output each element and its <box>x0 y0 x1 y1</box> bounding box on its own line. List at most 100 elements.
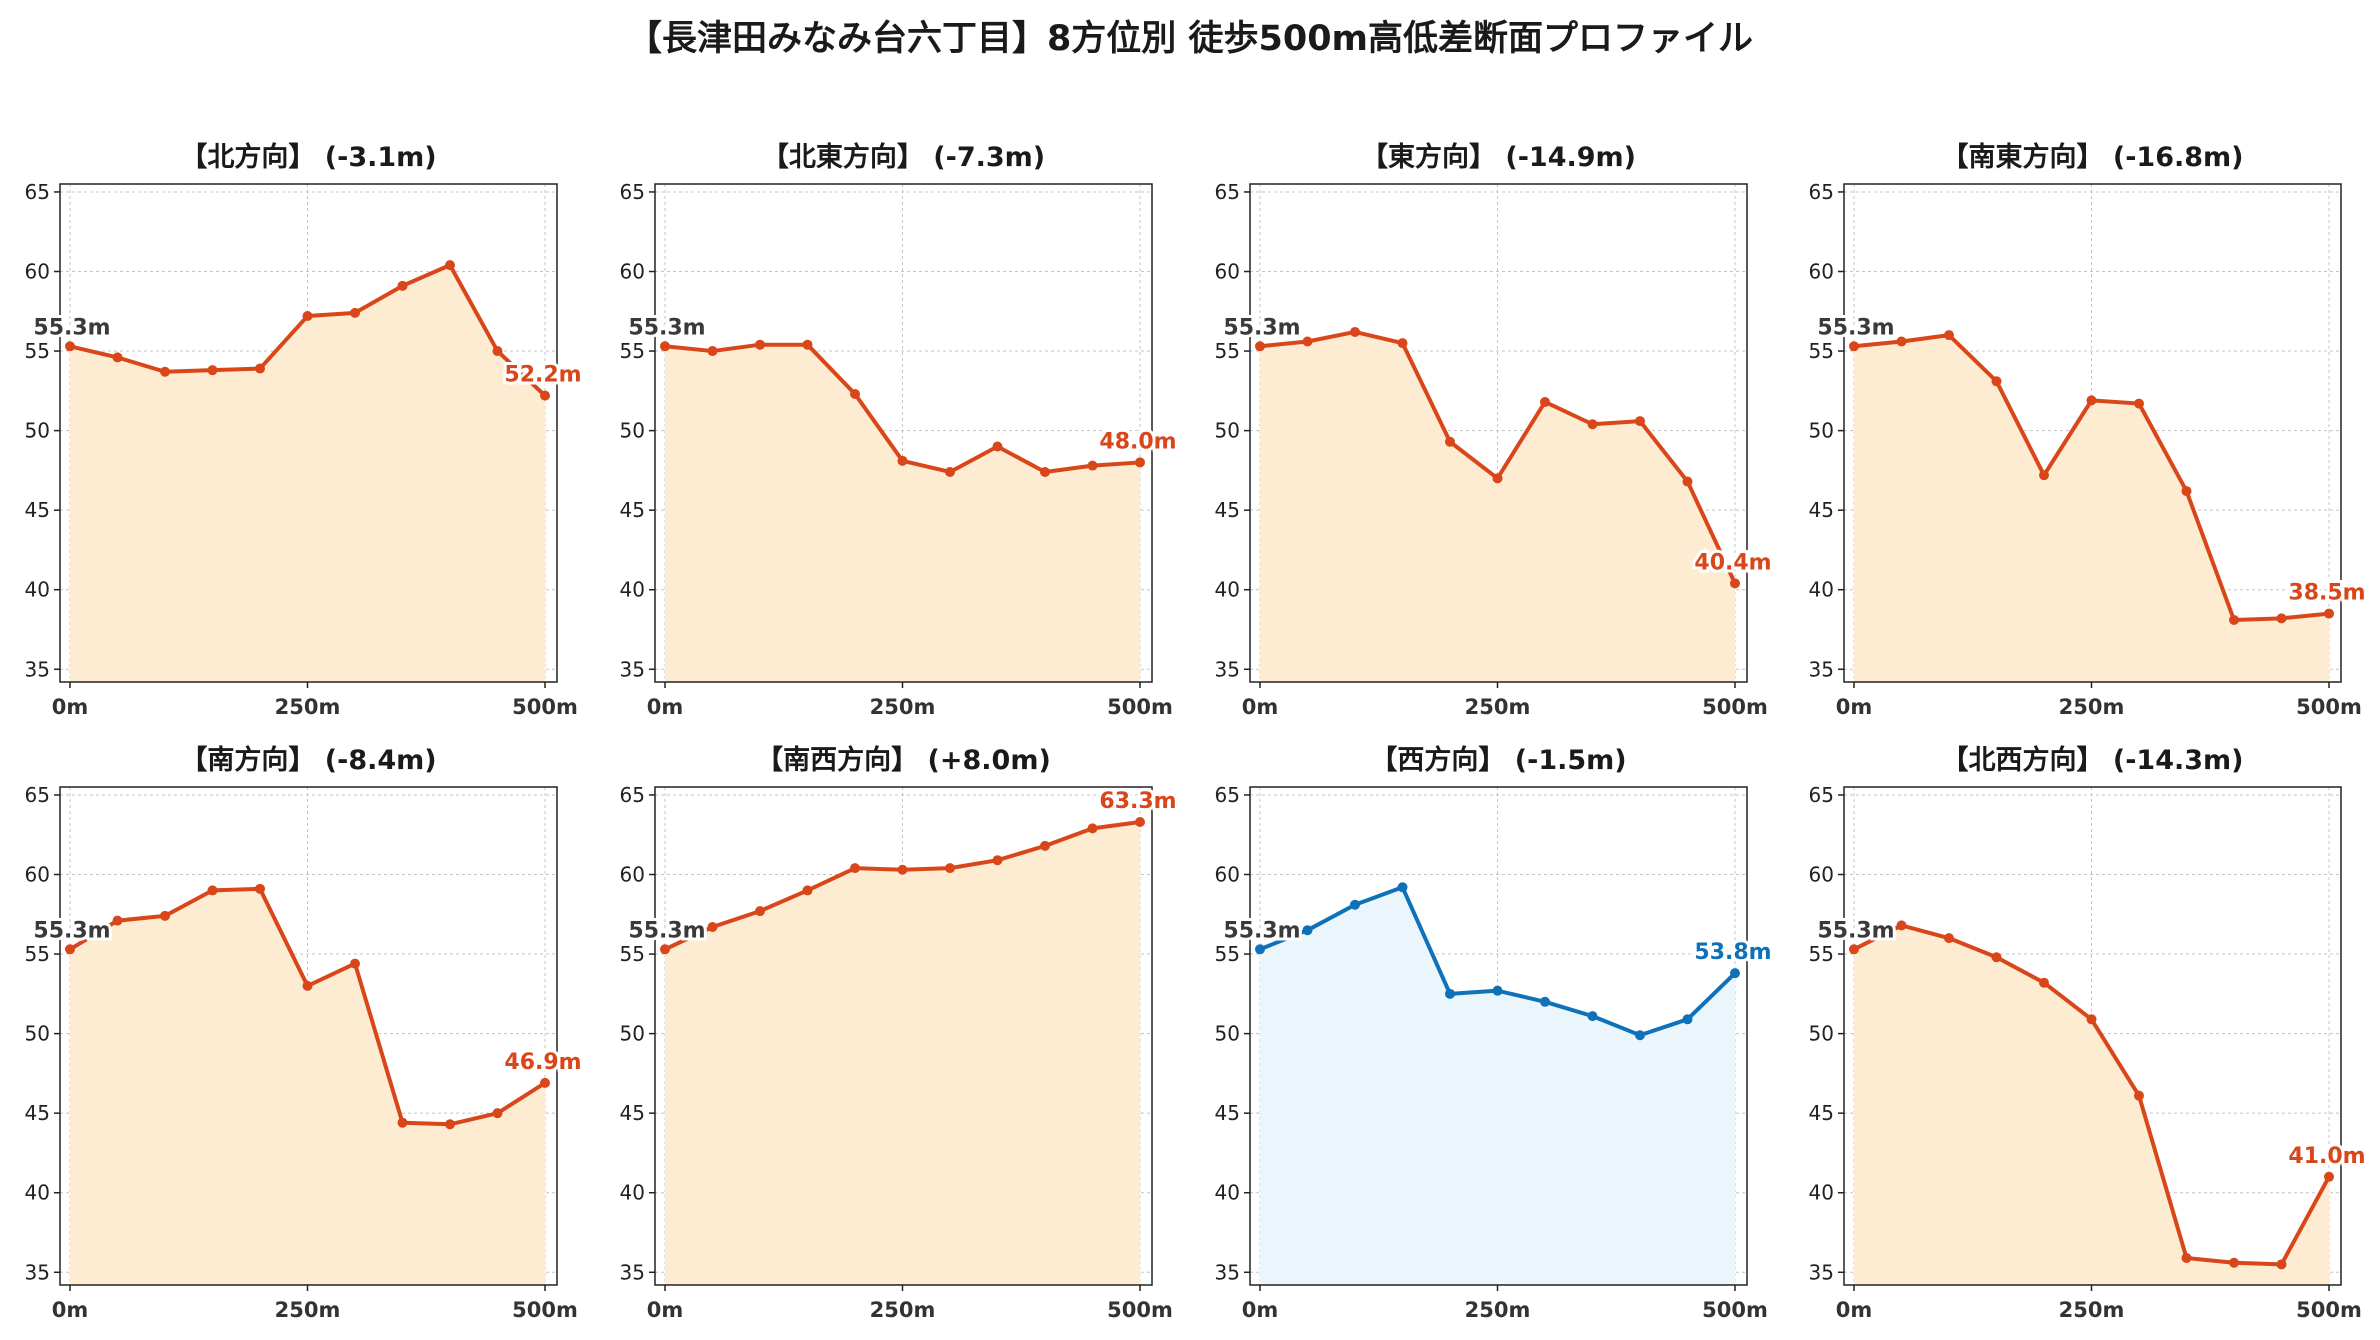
data-point <box>1302 925 1313 936</box>
end-elevation-label: 38.5m <box>2288 581 2365 606</box>
data-point <box>1445 988 1455 999</box>
y-tick-label: 45 <box>620 1101 645 1125</box>
data-point <box>2276 1259 2287 1270</box>
data-point <box>1944 330 1954 341</box>
data-point <box>2181 1252 2192 1263</box>
y-tick-label: 65 <box>1215 783 1240 807</box>
y-tick-label: 45 <box>1215 498 1240 522</box>
y-tick-label: 65 <box>25 783 50 807</box>
data-point <box>1896 920 1907 931</box>
y-tick-label: 60 <box>25 863 50 887</box>
x-tick-label: 500m <box>1107 695 1173 719</box>
axes-frame <box>1843 183 2342 683</box>
data-point <box>755 906 765 917</box>
data-point <box>992 441 1003 452</box>
chart-title: 【南西方向】 (+8.0m) <box>756 744 1051 776</box>
y-tick-label: 45 <box>25 498 50 522</box>
end-elevation-label: 46.9m <box>504 1050 581 1075</box>
x-tick-label: 250m <box>1465 1298 1531 1322</box>
y-tick-label: 40 <box>1809 578 1834 602</box>
y-tick-label: 60 <box>620 260 645 284</box>
x-tick-label: 0m <box>52 1298 89 1322</box>
data-point <box>1492 985 1503 996</box>
chart-panel: 【北東方向】 (-7.3m) 35 40 45 50 55 60 65 0m 250m 500m 55… <box>620 141 1180 719</box>
data-point <box>112 352 123 363</box>
x-tick-label: 500m <box>1702 1298 1768 1322</box>
y-tick-label: 50 <box>25 1022 50 1046</box>
data-point <box>1350 899 1360 910</box>
data-point <box>1492 473 1503 484</box>
x-tick-label: 0m <box>1242 695 1279 719</box>
chart-title: 【南東方向】 (-16.8m) <box>1941 141 2243 173</box>
data-point <box>802 885 813 896</box>
y-tick-label: 65 <box>1809 180 1834 204</box>
data-point <box>1991 952 2002 963</box>
data-point <box>1682 476 1693 487</box>
elevation-area <box>665 344 1140 682</box>
data-point <box>1445 436 1455 447</box>
data-point <box>397 1117 408 1128</box>
y-tick-label: 35 <box>620 657 645 681</box>
data-point <box>1540 996 1550 1007</box>
data-point <box>2086 395 2097 406</box>
data-point <box>707 922 718 933</box>
chart-panel: 【南東方向】 (-16.8m) 35 40 45 50 55 60 65 0m 250m 500m 5… <box>1809 141 2369 719</box>
data-point <box>1397 882 1408 893</box>
y-tick-label: 50 <box>25 419 50 443</box>
axes-frame <box>1843 786 2342 1286</box>
data-point <box>207 885 218 896</box>
data-point <box>160 910 170 921</box>
chart-panel: 【北方向】 (-3.1m) 35 40 45 50 55 60 65 0m 250m 500m 55.… <box>25 141 585 719</box>
data-point <box>1896 336 1907 347</box>
x-tick-label: 250m <box>870 1298 936 1322</box>
x-tick-label: 500m <box>2296 1298 2362 1322</box>
y-tick-label: 50 <box>1215 419 1240 443</box>
data-point <box>2134 398 2144 409</box>
y-tick-label: 40 <box>620 1181 645 1205</box>
start-elevation-label: 55.3m <box>1223 315 1300 340</box>
y-tick-label: 55 <box>620 942 645 966</box>
x-tick-label: 250m <box>2059 1298 2125 1322</box>
end-elevation-label: 53.8m <box>1694 940 1771 965</box>
y-tick-label: 55 <box>1215 942 1240 966</box>
data-point <box>2324 1171 2334 1182</box>
data-point <box>1350 326 1360 337</box>
data-point <box>445 260 455 271</box>
x-tick-label: 0m <box>52 695 89 719</box>
y-tick-label: 40 <box>1215 1181 1240 1205</box>
data-point <box>1730 968 1740 979</box>
data-point <box>255 363 265 374</box>
data-point <box>897 864 908 875</box>
x-tick-label: 0m <box>1242 1298 1279 1322</box>
y-tick-label: 35 <box>1809 657 1834 681</box>
data-point <box>945 863 955 874</box>
y-tick-label: 65 <box>1809 783 1834 807</box>
x-tick-label: 0m <box>1836 1298 1873 1322</box>
start-elevation-label: 55.3m <box>33 918 110 943</box>
y-tick-label: 65 <box>620 180 645 204</box>
data-point <box>540 390 550 401</box>
chart-title: 【北西方向】 (-14.3m) <box>1941 744 2243 776</box>
y-tick-label: 45 <box>25 1101 50 1125</box>
y-tick-label: 45 <box>1809 1101 1834 1125</box>
axes-frame <box>59 183 558 683</box>
data-point <box>2229 1257 2239 1268</box>
y-tick-label: 45 <box>620 498 645 522</box>
axes-frame <box>654 183 1153 683</box>
y-tick-label: 60 <box>620 863 645 887</box>
data-point <box>707 346 718 357</box>
data-point <box>992 855 1003 866</box>
y-tick-label: 40 <box>1215 578 1240 602</box>
chart-title: 【北方向】 (-3.1m) <box>180 141 436 173</box>
data-point <box>1991 376 2002 387</box>
chart-panel: 【北西方向】 (-14.3m) 35 40 45 50 55 60 65 0m 250m 500m 5… <box>1809 744 2369 1322</box>
y-tick-label: 60 <box>1215 863 1240 887</box>
start-elevation-label: 55.3m <box>33 315 110 340</box>
data-point <box>1255 944 1265 955</box>
chart-title: 【南方向】 (-8.4m) <box>180 744 436 776</box>
elevation-area <box>665 822 1140 1285</box>
y-tick-label: 35 <box>620 1260 645 1284</box>
y-tick-label: 35 <box>1215 657 1240 681</box>
data-point <box>1635 1030 1645 1041</box>
